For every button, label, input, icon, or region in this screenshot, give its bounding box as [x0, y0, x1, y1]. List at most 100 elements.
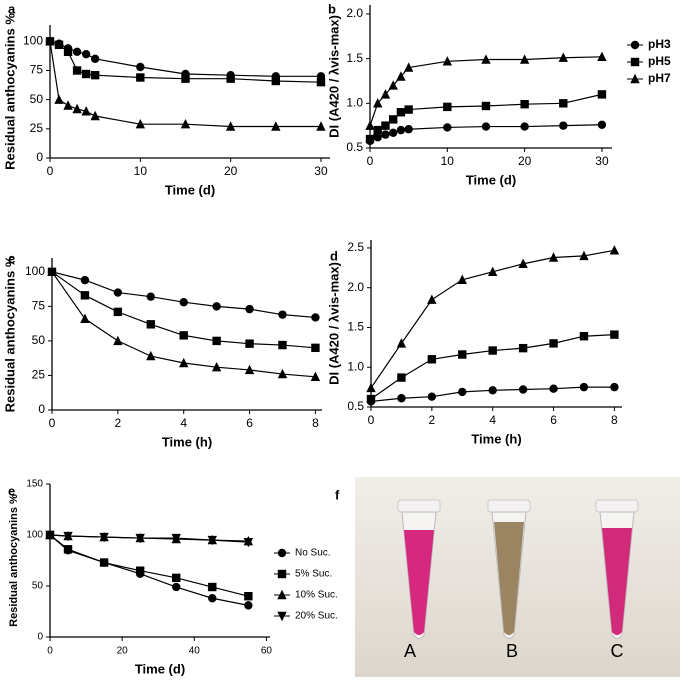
point [113, 307, 123, 317]
point [396, 71, 406, 81]
point [548, 252, 559, 262]
point [179, 298, 188, 307]
series-line [49, 41, 321, 128]
point [278, 340, 287, 350]
point [180, 118, 191, 129]
x-axis-label: Time (h) [471, 431, 521, 446]
point [212, 302, 221, 311]
point [380, 89, 391, 99]
point [181, 74, 190, 83]
point [146, 350, 156, 361]
point [579, 332, 589, 341]
x-tick-label: 20 [224, 164, 238, 178]
x-axis-label: Time (d) [466, 172, 516, 187]
point [316, 121, 326, 131]
chart: 0 50 100 150 0 20 40 60 Time (d) Residual anthocy… [8, 479, 338, 677]
point [365, 120, 375, 130]
x-tick-label: 2 [429, 413, 436, 427]
x-tick-label: 8 [611, 413, 618, 427]
point [388, 128, 398, 138]
point [488, 386, 497, 395]
point [179, 331, 188, 340]
point [244, 592, 253, 601]
y-tick-label: 1.5 [347, 320, 364, 334]
point [245, 304, 254, 314]
x-tick-label: 0 [368, 413, 375, 427]
point [271, 121, 281, 131]
panel-label: d [330, 248, 338, 263]
chart: 0 25 50 75 100 0 2 4 6 8 Time (h) Residual anthocya… [2, 251, 322, 449]
y-tick-label: 50 [32, 581, 44, 592]
point [136, 62, 145, 72]
point [549, 339, 558, 348]
point [388, 80, 398, 90]
legend-label: pH3 [648, 37, 671, 51]
series-line [49, 534, 249, 606]
legend-label: 10% Suc. [295, 590, 338, 601]
point [365, 134, 375, 144]
point [244, 364, 255, 375]
x-tick-label: 8 [312, 416, 319, 430]
point [244, 601, 253, 610]
y-tick-label: 0.5 [346, 140, 363, 154]
point [397, 394, 406, 403]
series-line [49, 534, 249, 543]
point [396, 338, 407, 348]
y-tick-label: 100 [26, 530, 43, 541]
point [225, 121, 236, 131]
x-tick-label: 0 [49, 416, 56, 430]
point [381, 130, 390, 139]
y-tick-label: 25 [30, 121, 44, 135]
y-tick-label: 75 [32, 299, 46, 313]
point [208, 594, 217, 603]
panel-label: c [8, 251, 15, 266]
panel-label: b [328, 1, 336, 16]
y-tick-label: 75 [30, 63, 44, 77]
y-tick-label: 0.5 [347, 399, 364, 413]
y-tick-label: 25 [32, 368, 46, 382]
point [310, 371, 321, 382]
y-tick-label: 2.0 [346, 6, 363, 20]
x-tick-label: 60 [261, 646, 273, 657]
point [81, 69, 91, 79]
point [245, 339, 254, 348]
point [179, 357, 189, 368]
tube-label: B [506, 641, 518, 661]
chart: 0.5 1.0 1.5 2.0 0 10 20 30 Time (d) DI (A420 / λv… [326, 1, 671, 187]
legend-label: pH7 [648, 71, 671, 85]
point [113, 288, 123, 297]
y-tick-label: 50 [32, 333, 46, 347]
point [549, 384, 558, 393]
y-tick-label: 0 [36, 150, 43, 164]
chart: 0.5 1.0 1.5 2.0 2.5 0 2 4 6 8 Time (h) DI (A420 / λ… [326, 240, 622, 446]
point [481, 122, 491, 131]
y-axis-label: DI (A420 / λvis-max) [326, 15, 341, 138]
point [404, 105, 413, 114]
series-line [49, 534, 249, 597]
x-tick-label: 0 [47, 164, 54, 178]
y-axis-label: Residual anthocyanins % [8, 494, 20, 627]
y-tick-label: 1.5 [346, 51, 363, 65]
tube [487, 499, 531, 639]
point [135, 118, 146, 129]
point [597, 120, 607, 129]
point [579, 382, 589, 392]
point [271, 76, 281, 86]
y-tick-label: 2.0 [347, 280, 364, 294]
point [54, 94, 64, 104]
point [172, 582, 181, 592]
x-axis-label: Time (d) [135, 661, 185, 676]
legend-marker [630, 73, 640, 84]
panel-label: e [8, 483, 15, 498]
point [99, 558, 109, 567]
point [610, 382, 619, 392]
point [458, 350, 467, 359]
x-tick-label: 2 [115, 416, 122, 430]
point [311, 343, 320, 353]
legend-marker [277, 569, 287, 579]
point [212, 336, 221, 346]
series-line [51, 271, 316, 319]
y-axis-label: DI (A420 / λvis-max) [326, 262, 341, 385]
point [366, 382, 376, 393]
point [90, 70, 100, 80]
